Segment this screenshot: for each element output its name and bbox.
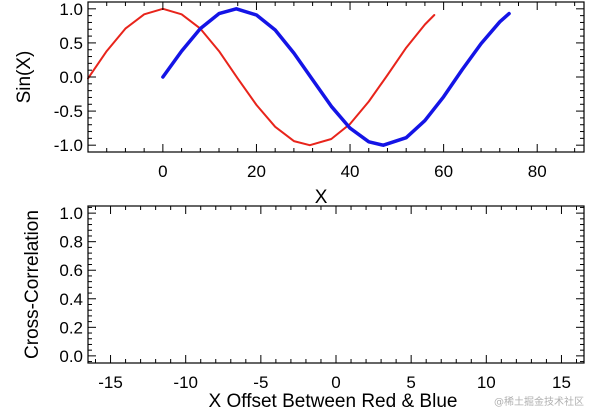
top-plot-sin-x: 0 20 40 60 80 -1.0 -0.5 0.0 0.5 1.0 X Sin(X) [14,0,585,208]
x-tick-label: 0 [331,373,340,392]
x-axis-title: X Offset Between Red & Blue [209,391,458,412]
y-axis-title: Sin(X) [14,51,35,104]
y-tick-label: 0.0 [59,347,83,366]
x-tick-label: 20 [247,162,266,181]
y-tick-label: 1.0 [59,204,83,223]
y-tick-label: 0.5 [59,34,83,53]
y-tick-label: 0.0 [59,68,83,87]
y-tick-label: -1.0 [54,136,83,155]
x-tick-label: 10 [477,373,496,392]
x-tick-label: 40 [341,162,360,181]
watermark-text: @稀土掘金技术社区 [494,395,584,408]
y-tick-label: -0.5 [54,102,83,121]
x-tick-label: -10 [173,373,198,392]
bottom-plot-cross-correlation: -15 -10 -5 0 5 10 15 0.0 0.2 0.4 0.6 0.8 1.0 X Offset… [22,204,585,412]
x-axis-title: X [315,187,328,208]
y-axis-title: Cross-Correlation [22,210,43,359]
series-line-2 [161,7,511,147]
x-tick-label: -5 [253,373,268,392]
x-tick-label: 80 [528,162,547,181]
plot-frame [87,205,585,364]
y-tick-label: 1.0 [59,0,83,19]
x-tick-label: 0 [158,162,167,181]
y-tick-label: 0.2 [59,318,83,337]
y-tick-label: 0.4 [59,290,83,309]
x-tick-label: 60 [434,162,453,181]
x-tick-label: 5 [406,373,415,392]
x-tick-label: -15 [98,373,123,392]
y-tick-label: 0.6 [59,261,83,280]
y-tick-label: 0.8 [59,233,83,252]
series-line-1 [87,7,436,147]
x-tick-label: 15 [552,373,571,392]
